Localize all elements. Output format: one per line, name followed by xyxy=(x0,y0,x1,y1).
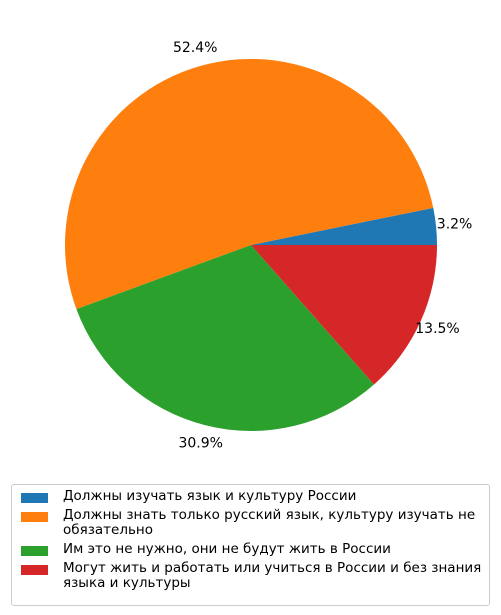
pie-slices xyxy=(64,58,437,431)
pct-label-language-only: 52.4% xyxy=(173,40,217,56)
legend: Должны изучать язык и культуру России До… xyxy=(11,484,490,606)
legend-label-study: Должны изучать язык и культуру России xyxy=(63,488,357,504)
legend-swatch-orange xyxy=(21,512,48,522)
legend-label-not-needed: Им это не нужно, они не будут жить в Рос… xyxy=(63,541,391,557)
legend-item-study: Должны изучать язык и культуру России xyxy=(18,489,483,504)
pct-label-not-needed: 30.9% xyxy=(178,435,222,451)
legend-item-not-needed: Им это не нужно, они не будут жить в Рос… xyxy=(18,542,483,557)
slice-language-only xyxy=(64,58,434,310)
pct-label-without-knowledge: 13.5% xyxy=(415,321,459,337)
legend-label-without-knowledge: Могут жить и работать или учиться в Росс… xyxy=(63,560,482,591)
legend-swatch-blue xyxy=(21,493,48,503)
pie-labels: 3.2% 52.4% 30.9% 13.5% xyxy=(173,40,472,451)
slice-study xyxy=(251,207,437,245)
slice-not-needed xyxy=(76,245,375,431)
legend-swatch-red xyxy=(21,565,48,575)
legend-item-without-knowledge: Могут жить и работать или учиться в Росс… xyxy=(18,561,483,591)
pct-label-study: 3.2% xyxy=(437,217,473,233)
legend-swatch-green xyxy=(21,546,48,556)
pie-chart: 3.2% 52.4% 30.9% 13.5% xyxy=(64,40,472,451)
legend-item-language-only: Должны знать только русский язык, культу… xyxy=(18,508,483,538)
slice-without-knowledge xyxy=(251,245,437,385)
legend-label-language-only: Должны знать только русский язык, культу… xyxy=(63,507,476,538)
